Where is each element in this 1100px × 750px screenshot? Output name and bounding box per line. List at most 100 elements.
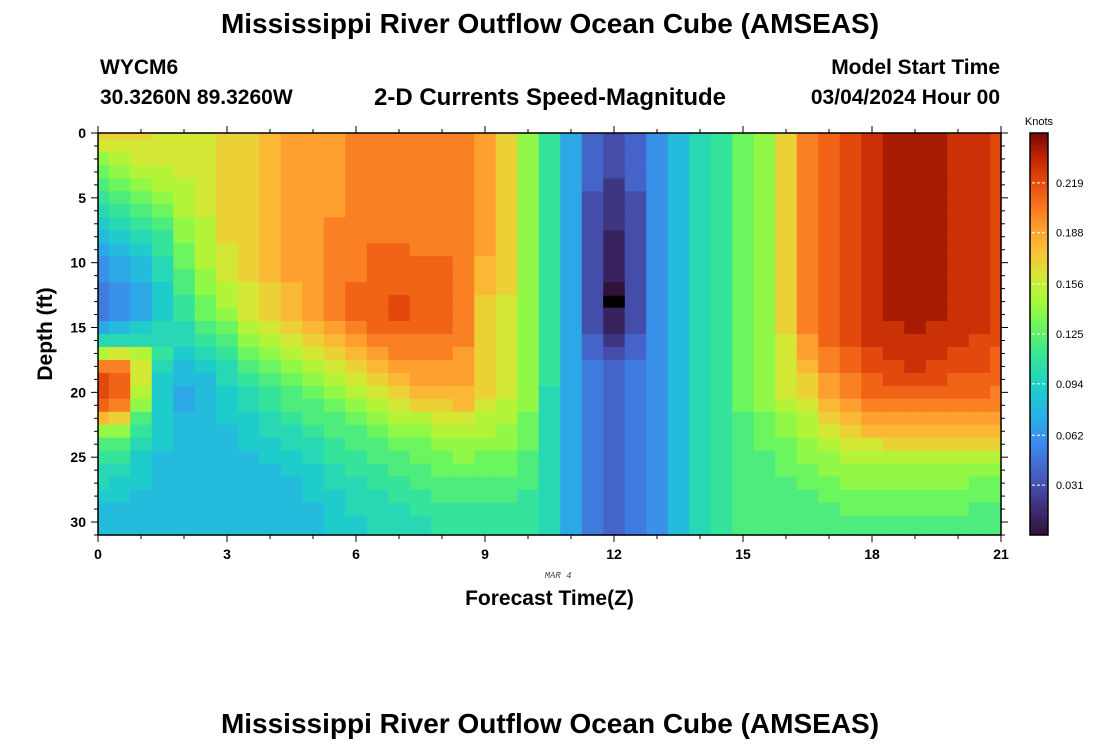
heatmap-cell — [581, 133, 604, 141]
heatmap-cell — [538, 372, 561, 387]
heatmap-cell — [839, 385, 862, 400]
heatmap-cell — [366, 308, 389, 322]
heatmap-cell — [861, 256, 884, 270]
heatmap-cell — [130, 411, 153, 426]
heatmap-cell — [431, 165, 454, 179]
heatmap-cell — [990, 269, 1002, 283]
heatmap-cell — [968, 282, 991, 296]
heatmap-cell — [259, 204, 282, 218]
heatmap-cell — [646, 256, 669, 270]
heatmap-cell — [560, 450, 583, 465]
heatmap-cell — [947, 463, 970, 478]
heatmap-cell — [216, 372, 239, 387]
colorbar-tick-label: 0.062 — [1056, 430, 1084, 442]
heatmap-cell — [366, 489, 389, 504]
heatmap-cell — [259, 165, 282, 179]
heatmap-cell — [98, 346, 110, 361]
heatmap-cell — [603, 308, 626, 322]
heatmap-cell — [753, 230, 776, 244]
heatmap-cell — [753, 476, 776, 491]
heatmap-cell — [990, 256, 1002, 270]
heatmap-cell — [98, 398, 110, 413]
heatmap-cell — [538, 424, 561, 439]
heatmap-cell — [732, 437, 755, 452]
heatmap-cell — [538, 217, 561, 231]
heatmap-cell — [431, 385, 454, 400]
heatmap-cell — [775, 308, 798, 322]
heatmap-cell — [474, 152, 497, 167]
heatmap-cell — [130, 152, 153, 167]
heatmap-cell — [775, 295, 798, 309]
heatmap-cell — [173, 424, 196, 439]
heatmap-cell — [237, 334, 260, 348]
heatmap-cell — [560, 178, 583, 192]
heatmap-cell — [904, 424, 927, 439]
heatmap-cell — [538, 256, 561, 270]
heatmap-cell — [947, 204, 970, 218]
heatmap-cell — [796, 230, 819, 244]
heatmap-cell — [667, 230, 690, 244]
date-label: MAR 4 — [545, 571, 572, 581]
heatmap-cell — [560, 411, 583, 426]
heatmap-cell — [323, 476, 346, 491]
heatmap-cell — [925, 321, 948, 335]
heatmap-cell — [925, 359, 948, 374]
heatmap-cell — [839, 372, 862, 387]
heatmap-cell — [302, 191, 325, 205]
heatmap-cell — [710, 295, 733, 309]
heatmap-cell — [452, 450, 475, 465]
heatmap-cell — [818, 139, 841, 154]
heatmap-cell — [495, 243, 518, 257]
heatmap-cell — [366, 165, 389, 179]
heatmap-cell — [689, 139, 712, 154]
heatmap-cell — [538, 269, 561, 283]
heatmap-cell — [603, 204, 626, 218]
heatmap-cell — [409, 385, 432, 400]
heatmap-cell — [409, 133, 432, 141]
heatmap-cell — [302, 256, 325, 270]
heatmap-cell — [990, 476, 1002, 491]
heatmap-cell — [710, 424, 733, 439]
heatmap-cell — [323, 204, 346, 218]
heatmap-cell — [388, 204, 411, 218]
heatmap-cell — [646, 346, 669, 361]
heatmap-cell — [925, 165, 948, 179]
heatmap-cell — [904, 385, 927, 400]
heatmap-cell — [710, 243, 733, 257]
heatmap-cell — [452, 295, 475, 309]
heatmap-cell — [603, 256, 626, 270]
heatmap-cell — [302, 476, 325, 491]
heatmap-cell — [968, 295, 991, 309]
heatmap-cell — [581, 178, 604, 192]
heatmap-cell — [495, 476, 518, 491]
heatmap-cell — [474, 372, 497, 387]
heatmap-cell — [990, 133, 1002, 141]
heatmap-cell — [302, 282, 325, 296]
heatmap-cell — [409, 321, 432, 335]
heatmap-cell — [173, 450, 196, 465]
heatmap-cell — [495, 256, 518, 270]
heatmap-cell — [861, 165, 884, 179]
heatmap-cell — [388, 282, 411, 296]
heatmap-cell — [818, 256, 841, 270]
heatmap-cell — [108, 489, 131, 504]
heatmap-cell — [796, 152, 819, 167]
heatmap-cell — [624, 295, 647, 309]
heatmap-cell — [603, 502, 626, 517]
heatmap-cell — [151, 191, 174, 205]
heatmap-cell — [861, 308, 884, 322]
heatmap-cell — [108, 165, 131, 179]
heatmap-cell — [259, 424, 282, 439]
heatmap-cell — [259, 450, 282, 465]
heatmap-cell — [237, 450, 260, 465]
heatmap-cell — [366, 230, 389, 244]
heatmap-cell — [345, 398, 368, 413]
heatmap-cell — [366, 178, 389, 192]
heatmap-cell — [108, 398, 131, 413]
heatmap-cell — [624, 515, 647, 536]
heatmap-cell — [710, 502, 733, 517]
heatmap-cell — [98, 515, 110, 536]
heatmap-cell — [173, 346, 196, 361]
heatmap-cell — [624, 334, 647, 348]
y-tick-label: 20 — [70, 384, 86, 400]
